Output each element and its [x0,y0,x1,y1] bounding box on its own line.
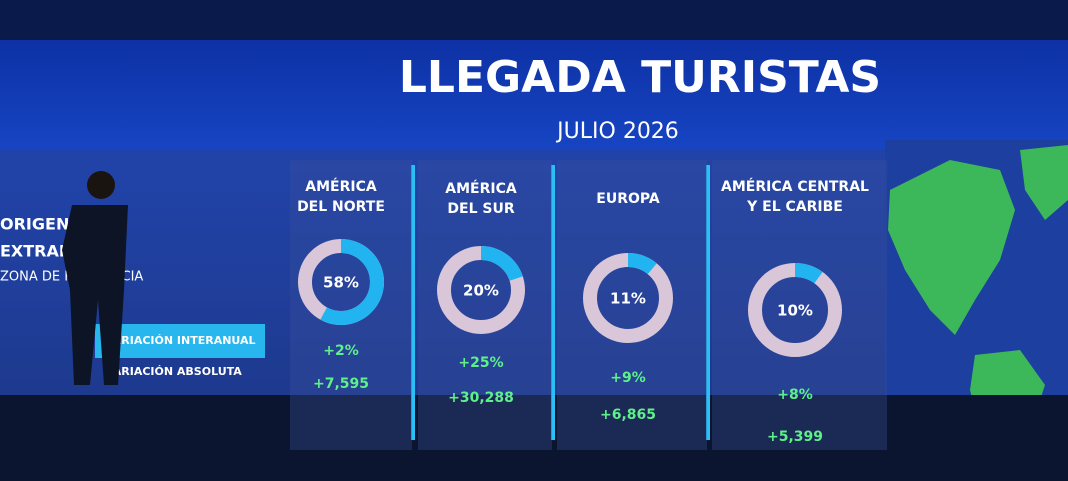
row-label: VARIACIÓN INTERANUAL [105,334,256,347]
donut-label: 20% [463,282,499,300]
presenter-body [62,205,128,385]
presenter-head [87,171,115,199]
greenland [1020,145,1068,220]
donut-slice [480,246,523,282]
column-title: DEL SUR [447,201,514,217]
variation-value: +8% [777,387,813,403]
variation-value: +7,595 [313,376,369,392]
column-title: AMÉRICA CENTRAL [721,178,869,195]
column-title: DEL NORTE [297,199,385,215]
ceiling [0,0,1068,40]
column-bg [712,160,887,450]
variation-value: +9% [610,370,646,386]
north-america [888,160,1015,335]
variation-value: +6,865 [600,407,656,423]
donut-label: 58% [323,274,359,292]
presenter [62,171,128,385]
column-title: EUROPA [596,191,660,207]
column-bg [557,160,707,450]
variation-value: +2% [323,343,359,359]
donut-slice [794,263,823,284]
stage [0,395,1068,481]
donut-slice [320,239,384,325]
charts: AMÉRICA DEL NORTE 58% +2% +7,595 AMÉRICA DEL S… [290,160,887,450]
column-title: Y EL CARIBE [746,199,843,215]
slide-title: LLEGADA TURISTAS [399,52,881,103]
column-title: AMÉRICA [445,180,517,197]
variation-value: +30,288 [448,390,514,406]
column-title: AMÉRICA [305,178,377,195]
donut-label: 11% [610,290,646,308]
row-label: VARIACIÓN ABSOLUTA [105,365,242,378]
variation-value: +25% [458,355,503,371]
slide-subtitle: JULIO 2026 [555,119,679,144]
variation-value: +5,399 [767,429,823,445]
donut-label: 10% [777,302,813,320]
donut-slice [627,253,657,275]
row-label-box [95,324,265,358]
